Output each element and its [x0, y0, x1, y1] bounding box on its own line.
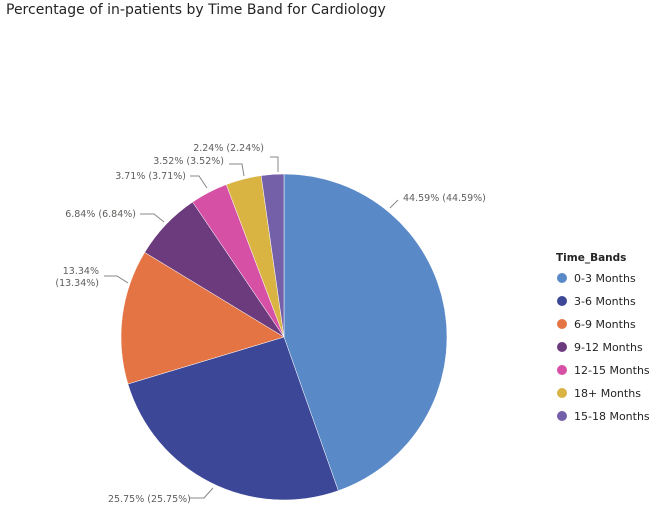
- legend-item[interactable]: 6-9 Months: [574, 318, 636, 331]
- data-label-leader: [229, 163, 245, 177]
- data-label: 2.24% (2.24%): [193, 143, 264, 154]
- legend-marker: [557, 411, 567, 421]
- legend-marker: [557, 273, 567, 283]
- data-label: 3.71% (3.71%): [115, 171, 186, 182]
- data-label-leaders: [104, 156, 399, 499]
- data-label-leader: [190, 175, 208, 189]
- pie-slice-0-3-months[interactable]: [283, 173, 448, 492]
- data-label-leader: [104, 275, 129, 284]
- pie-slice-15-18-months[interactable]: [260, 173, 285, 338]
- legend-title: Time_Bands: [556, 252, 626, 264]
- legend: Time_Bands 0-3 Months 3-6 Months 6-9 Month…: [556, 252, 650, 423]
- legend-item[interactable]: 0-3 Months: [574, 272, 636, 285]
- legend-item[interactable]: 3-6 Months: [574, 295, 636, 308]
- data-labels: 44.59% (44.59%) 25.75% (25.75%) 13.34% (13.…: [55, 143, 486, 505]
- legend-marker: [557, 365, 567, 375]
- data-label: 25.75% (25.75%): [108, 494, 191, 505]
- legend-item[interactable]: 18+ Months: [574, 387, 641, 400]
- legend-item[interactable]: 9-12 Months: [574, 341, 643, 354]
- data-label: 44.59% (44.59%): [403, 193, 486, 204]
- data-label: 6.84% (6.84%): [65, 209, 136, 220]
- legend-item[interactable]: 12-15 Months: [574, 364, 650, 377]
- legend-marker: [557, 296, 567, 306]
- chart-title: Percentage of in-patients by Time Band f…: [6, 2, 386, 18]
- pie-slice-6-9-months[interactable]: [120, 252, 285, 385]
- data-label: 3.52% (3.52%): [153, 156, 224, 167]
- legend-marker: [557, 319, 567, 329]
- data-label: 13.34% (13.34%): [55, 266, 99, 289]
- legend-marker: [557, 388, 567, 398]
- data-label-leader: [190, 487, 214, 499]
- data-label-leader: [140, 213, 165, 223]
- data-label-leader: [270, 156, 279, 172]
- pie-slices: [120, 173, 448, 501]
- legend-marker: [557, 342, 567, 352]
- data-label-leader: [389, 199, 399, 209]
- legend-item[interactable]: 15-18 Months: [574, 410, 650, 423]
- pie-slice-3-6-months[interactable]: [127, 336, 339, 501]
